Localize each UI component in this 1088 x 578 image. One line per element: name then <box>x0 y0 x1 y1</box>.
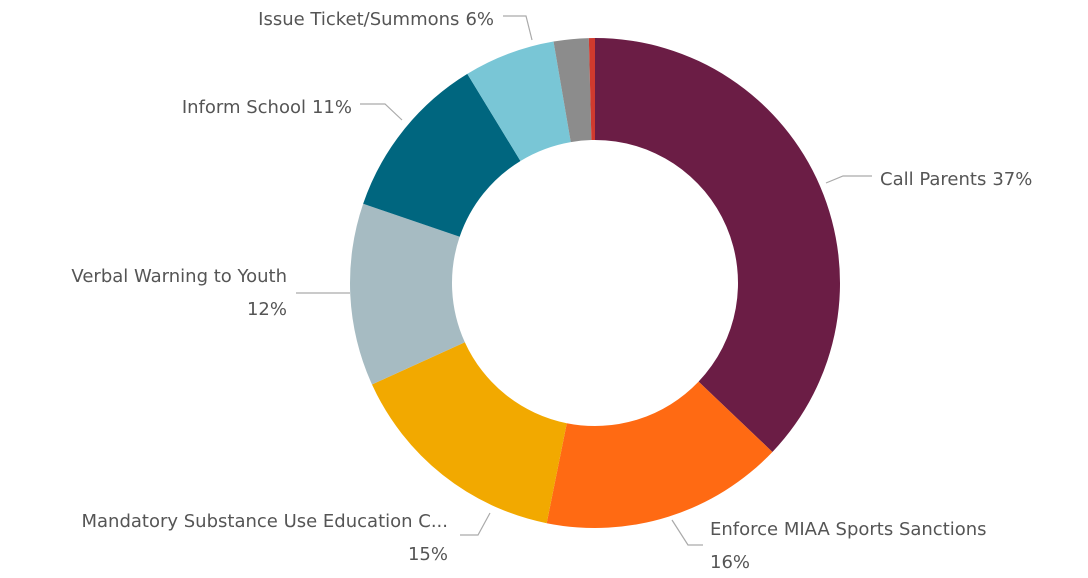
slice-label: Enforce MIAA Sports Sanctions <box>710 519 987 540</box>
slice-value-label: 12% <box>247 299 287 320</box>
slice <box>363 73 521 237</box>
slice <box>588 38 595 141</box>
slice <box>467 41 571 161</box>
leader-line <box>825 175 872 184</box>
slice <box>546 381 773 528</box>
leader-line <box>671 519 703 546</box>
slice-value-label: 37% <box>992 169 1032 190</box>
slice <box>553 38 592 143</box>
slice-label: Issue Ticket/Summons 6% <box>258 9 494 30</box>
slice <box>595 38 840 452</box>
slice-value-label: 16% <box>710 552 750 573</box>
slice <box>350 203 465 385</box>
leader-line <box>460 512 491 536</box>
leader-line <box>360 103 403 121</box>
slice-name: Inform School <box>182 97 306 118</box>
slice-value-label: 15% <box>408 544 448 565</box>
slice-label: Mandatory Substance Use Education C... <box>81 511 448 532</box>
slice-name: Issue Ticket/Summons <box>258 9 459 30</box>
slice-value-label: 11% <box>312 97 352 118</box>
slice-value-label: 6% <box>465 9 494 30</box>
slice-label: Inform School 11% <box>182 97 352 118</box>
leader-line <box>503 15 533 41</box>
slice-label: Call Parents 37% <box>880 169 1032 190</box>
slice-name: Call Parents <box>880 169 986 190</box>
slice-label: Verbal Warning to Youth <box>71 266 287 287</box>
slice <box>371 342 567 524</box>
